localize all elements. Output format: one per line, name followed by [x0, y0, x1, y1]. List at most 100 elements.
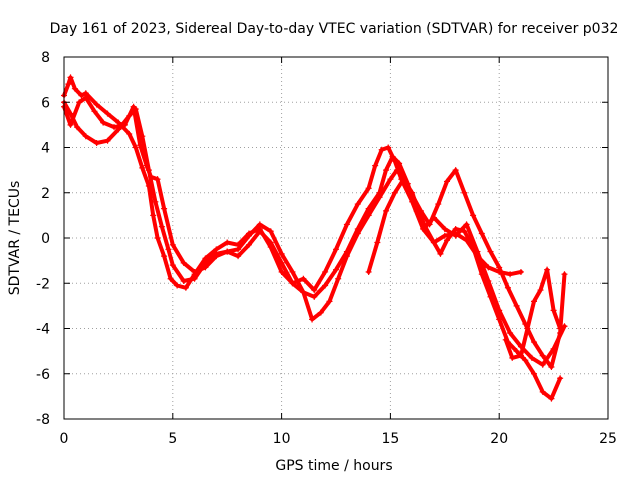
- data-point: [422, 223, 429, 230]
- data-point: [524, 325, 531, 332]
- data-point: [245, 241, 252, 248]
- data-point: [256, 228, 263, 235]
- data-point: [333, 266, 339, 273]
- data-point: [496, 264, 503, 271]
- data-point: [509, 354, 516, 361]
- data-point: [389, 153, 396, 160]
- data-point: [487, 293, 494, 300]
- data-point: [557, 325, 564, 332]
- data-point: [374, 239, 381, 246]
- data-point: [278, 250, 285, 257]
- data-point: [461, 228, 468, 235]
- data-point: [396, 160, 403, 167]
- data-point: [443, 178, 450, 185]
- data-point: [517, 268, 524, 275]
- data-point: [93, 139, 100, 146]
- data-point: [470, 244, 477, 251]
- y-axis-label: SDTVAR / TECUs: [7, 181, 23, 296]
- data-point: [507, 330, 514, 337]
- data-point: [522, 357, 529, 364]
- data-point: [289, 280, 296, 287]
- data-point: [322, 282, 329, 289]
- x-tick-label: 0: [60, 431, 69, 447]
- data-point: [202, 264, 209, 271]
- data-point: [191, 268, 198, 275]
- data-point: [417, 207, 424, 214]
- data-point: [561, 271, 568, 278]
- data-point: [169, 262, 176, 269]
- data-point: [409, 192, 416, 199]
- data-point: [148, 173, 155, 180]
- data-point: [158, 223, 165, 230]
- data-point: [121, 121, 128, 128]
- data-point: [537, 287, 544, 294]
- y-tick-label: -8: [36, 412, 50, 428]
- data-point: [82, 94, 89, 101]
- chart-title: Day 161 of 2023, Sidereal Day-to-day VTE…: [50, 21, 619, 37]
- data-point: [311, 293, 318, 300]
- data-point: [487, 248, 494, 255]
- data-point: [548, 363, 555, 370]
- data-point: [152, 198, 159, 205]
- data-point: [343, 221, 350, 228]
- data-point: [213, 253, 220, 260]
- data-point: [182, 284, 189, 291]
- data-point: [539, 361, 546, 368]
- data-point: [365, 185, 372, 192]
- data-point: [161, 205, 168, 212]
- data-point: [470, 212, 477, 219]
- data-point: [174, 282, 181, 289]
- series-points-track-e: [502, 266, 564, 361]
- x-axis-label: GPS time / hours: [275, 458, 392, 474]
- data-point: [391, 189, 398, 196]
- y-tick-label: 6: [41, 95, 50, 111]
- data-point: [443, 237, 450, 244]
- data-point: [267, 239, 274, 246]
- data-point: [435, 201, 442, 208]
- data-point: [126, 130, 133, 137]
- y-tick-label: 0: [41, 231, 50, 247]
- data-point: [309, 316, 316, 323]
- data-point: [150, 212, 157, 219]
- data-point: [278, 268, 285, 275]
- data-point: [65, 81, 72, 88]
- data-point: [300, 275, 307, 282]
- data-point: [139, 164, 146, 171]
- data-point: [132, 144, 139, 151]
- data-point: [180, 259, 187, 266]
- data-point: [300, 289, 307, 296]
- data-point: [539, 352, 546, 359]
- data-point: [504, 284, 511, 291]
- data-point: [100, 119, 107, 126]
- data-point: [463, 221, 470, 228]
- y-tick-label: -2: [36, 276, 50, 292]
- data-point: [191, 275, 198, 282]
- data-point: [335, 275, 342, 282]
- data-point: [104, 137, 111, 144]
- data-point: [452, 225, 459, 232]
- data-point: [180, 277, 187, 284]
- data-point: [539, 388, 546, 395]
- data-point: [387, 176, 394, 183]
- axes: 0 5 10 15 20 25 -8 -6 -4 -2 0 2 4 6 8: [36, 50, 617, 447]
- data-point: [531, 339, 538, 346]
- data-point: [91, 108, 98, 115]
- data-point: [289, 268, 296, 275]
- data-point: [76, 99, 83, 106]
- series-points-track-c: [61, 94, 564, 402]
- data-point: [354, 201, 361, 208]
- data-point: [322, 268, 329, 275]
- data-point: [544, 266, 551, 273]
- x-tick-label: 10: [273, 431, 291, 447]
- data-point: [104, 110, 111, 117]
- data-point: [548, 395, 555, 402]
- data-point: [130, 103, 137, 110]
- data-point: [154, 176, 161, 183]
- data-point: [385, 144, 392, 151]
- x-tick-label: 15: [381, 431, 399, 447]
- data-point: [67, 74, 74, 81]
- data-point: [376, 194, 383, 201]
- data-point: [383, 207, 390, 214]
- data-point: [531, 298, 538, 305]
- data-point: [452, 167, 459, 174]
